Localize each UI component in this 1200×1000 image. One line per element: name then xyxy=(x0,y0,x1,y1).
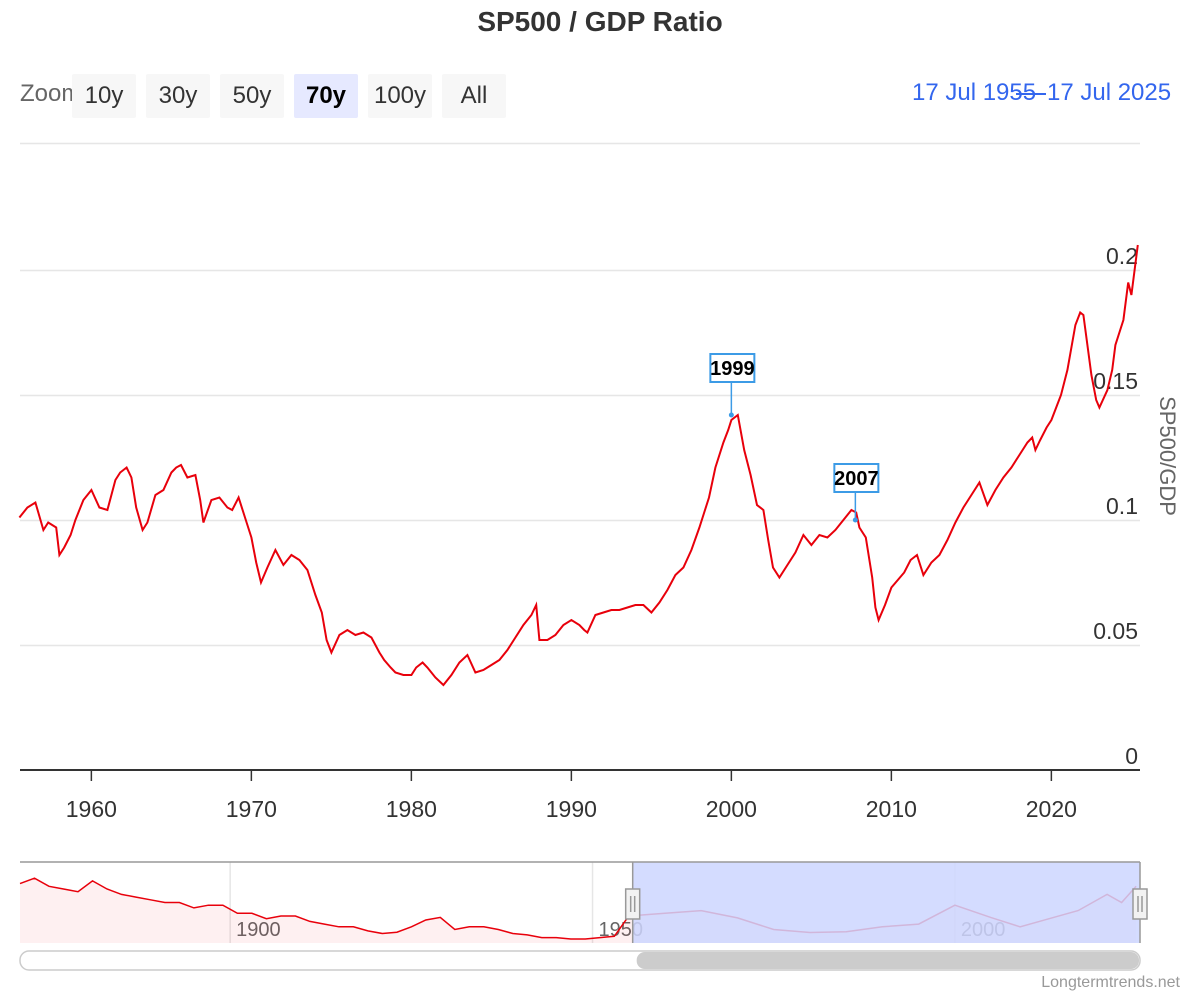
x-tick-label: 1960 xyxy=(66,796,117,822)
y-tick-label: 0.05 xyxy=(1093,618,1138,644)
navigator-tick-label: 1950 xyxy=(599,919,644,941)
flag-label: 2007 xyxy=(834,468,879,490)
navigator-handles[interactable] xyxy=(624,862,1148,943)
range-to-input[interactable]: 17 Jul 2025 xyxy=(1047,79,1172,106)
flag-point xyxy=(728,412,734,418)
scrollbar-thumb[interactable] xyxy=(636,952,1139,969)
zoom-all-button[interactable]: All xyxy=(442,74,506,118)
chart-title: SP500 / GDP Ratio xyxy=(477,6,723,37)
y-tick-label: 0.2 xyxy=(1106,243,1138,269)
y-axis-ticks: 0 0.05 0.1 0.15 0.2 xyxy=(1093,243,1138,769)
navigator-selected-range[interactable] xyxy=(632,862,1140,943)
navigator-handle[interactable] xyxy=(624,888,641,920)
zoom-label: Zoom xyxy=(20,80,72,107)
zoom-30y-button[interactable]: 30y xyxy=(146,74,210,118)
navigator-tick-label: 1900 xyxy=(236,919,281,941)
x-tick-label: 1970 xyxy=(226,796,277,822)
credits-link[interactable]: Longtermtrends.net xyxy=(1041,974,1180,991)
range-from-input[interactable]: 17 Jul 1955 xyxy=(912,79,1037,106)
navigator-handle[interactable] xyxy=(1132,888,1148,920)
x-axis-ticks: 1960 1970 1980 1990 2000 2010 2020 xyxy=(66,770,1077,822)
x-tick-label: 2010 xyxy=(866,796,917,822)
zoom-50y-button[interactable]: 50y xyxy=(220,74,284,118)
y-tick-label: 0.1 xyxy=(1106,493,1138,519)
zoom-100y-button[interactable]: 100y xyxy=(368,74,432,118)
flag-box xyxy=(833,463,880,493)
zoom-70y-button[interactable]: 70y xyxy=(294,74,358,118)
navigator[interactable]: 190019502000 xyxy=(19,861,1148,971)
x-tick-label: 1980 xyxy=(386,796,437,822)
flag-box xyxy=(709,353,756,383)
x-tick-label: 1990 xyxy=(546,796,597,822)
y-axis-title: SP500/GDP xyxy=(1155,396,1180,516)
grid-lines xyxy=(20,142,1140,647)
x-tick-label: 2020 xyxy=(1026,796,1077,822)
navigator-series-area xyxy=(20,878,1137,943)
y-tick-label: 0.15 xyxy=(1093,368,1138,394)
event-flags: 1999 2007 xyxy=(709,353,880,523)
x-tick-label: 2000 xyxy=(706,796,757,822)
date-range-display: 17 Jul 1955 17 Jul 2025 xyxy=(900,79,1190,111)
series-line-sp500-gdp[interactable] xyxy=(18,244,1139,687)
zoom-10y-button[interactable]: 10y xyxy=(72,74,136,118)
flag-point xyxy=(852,517,858,523)
range-dash xyxy=(1016,93,1046,95)
y-tick-label: 0 xyxy=(1125,743,1138,769)
flag-label: 1999 xyxy=(710,358,755,380)
